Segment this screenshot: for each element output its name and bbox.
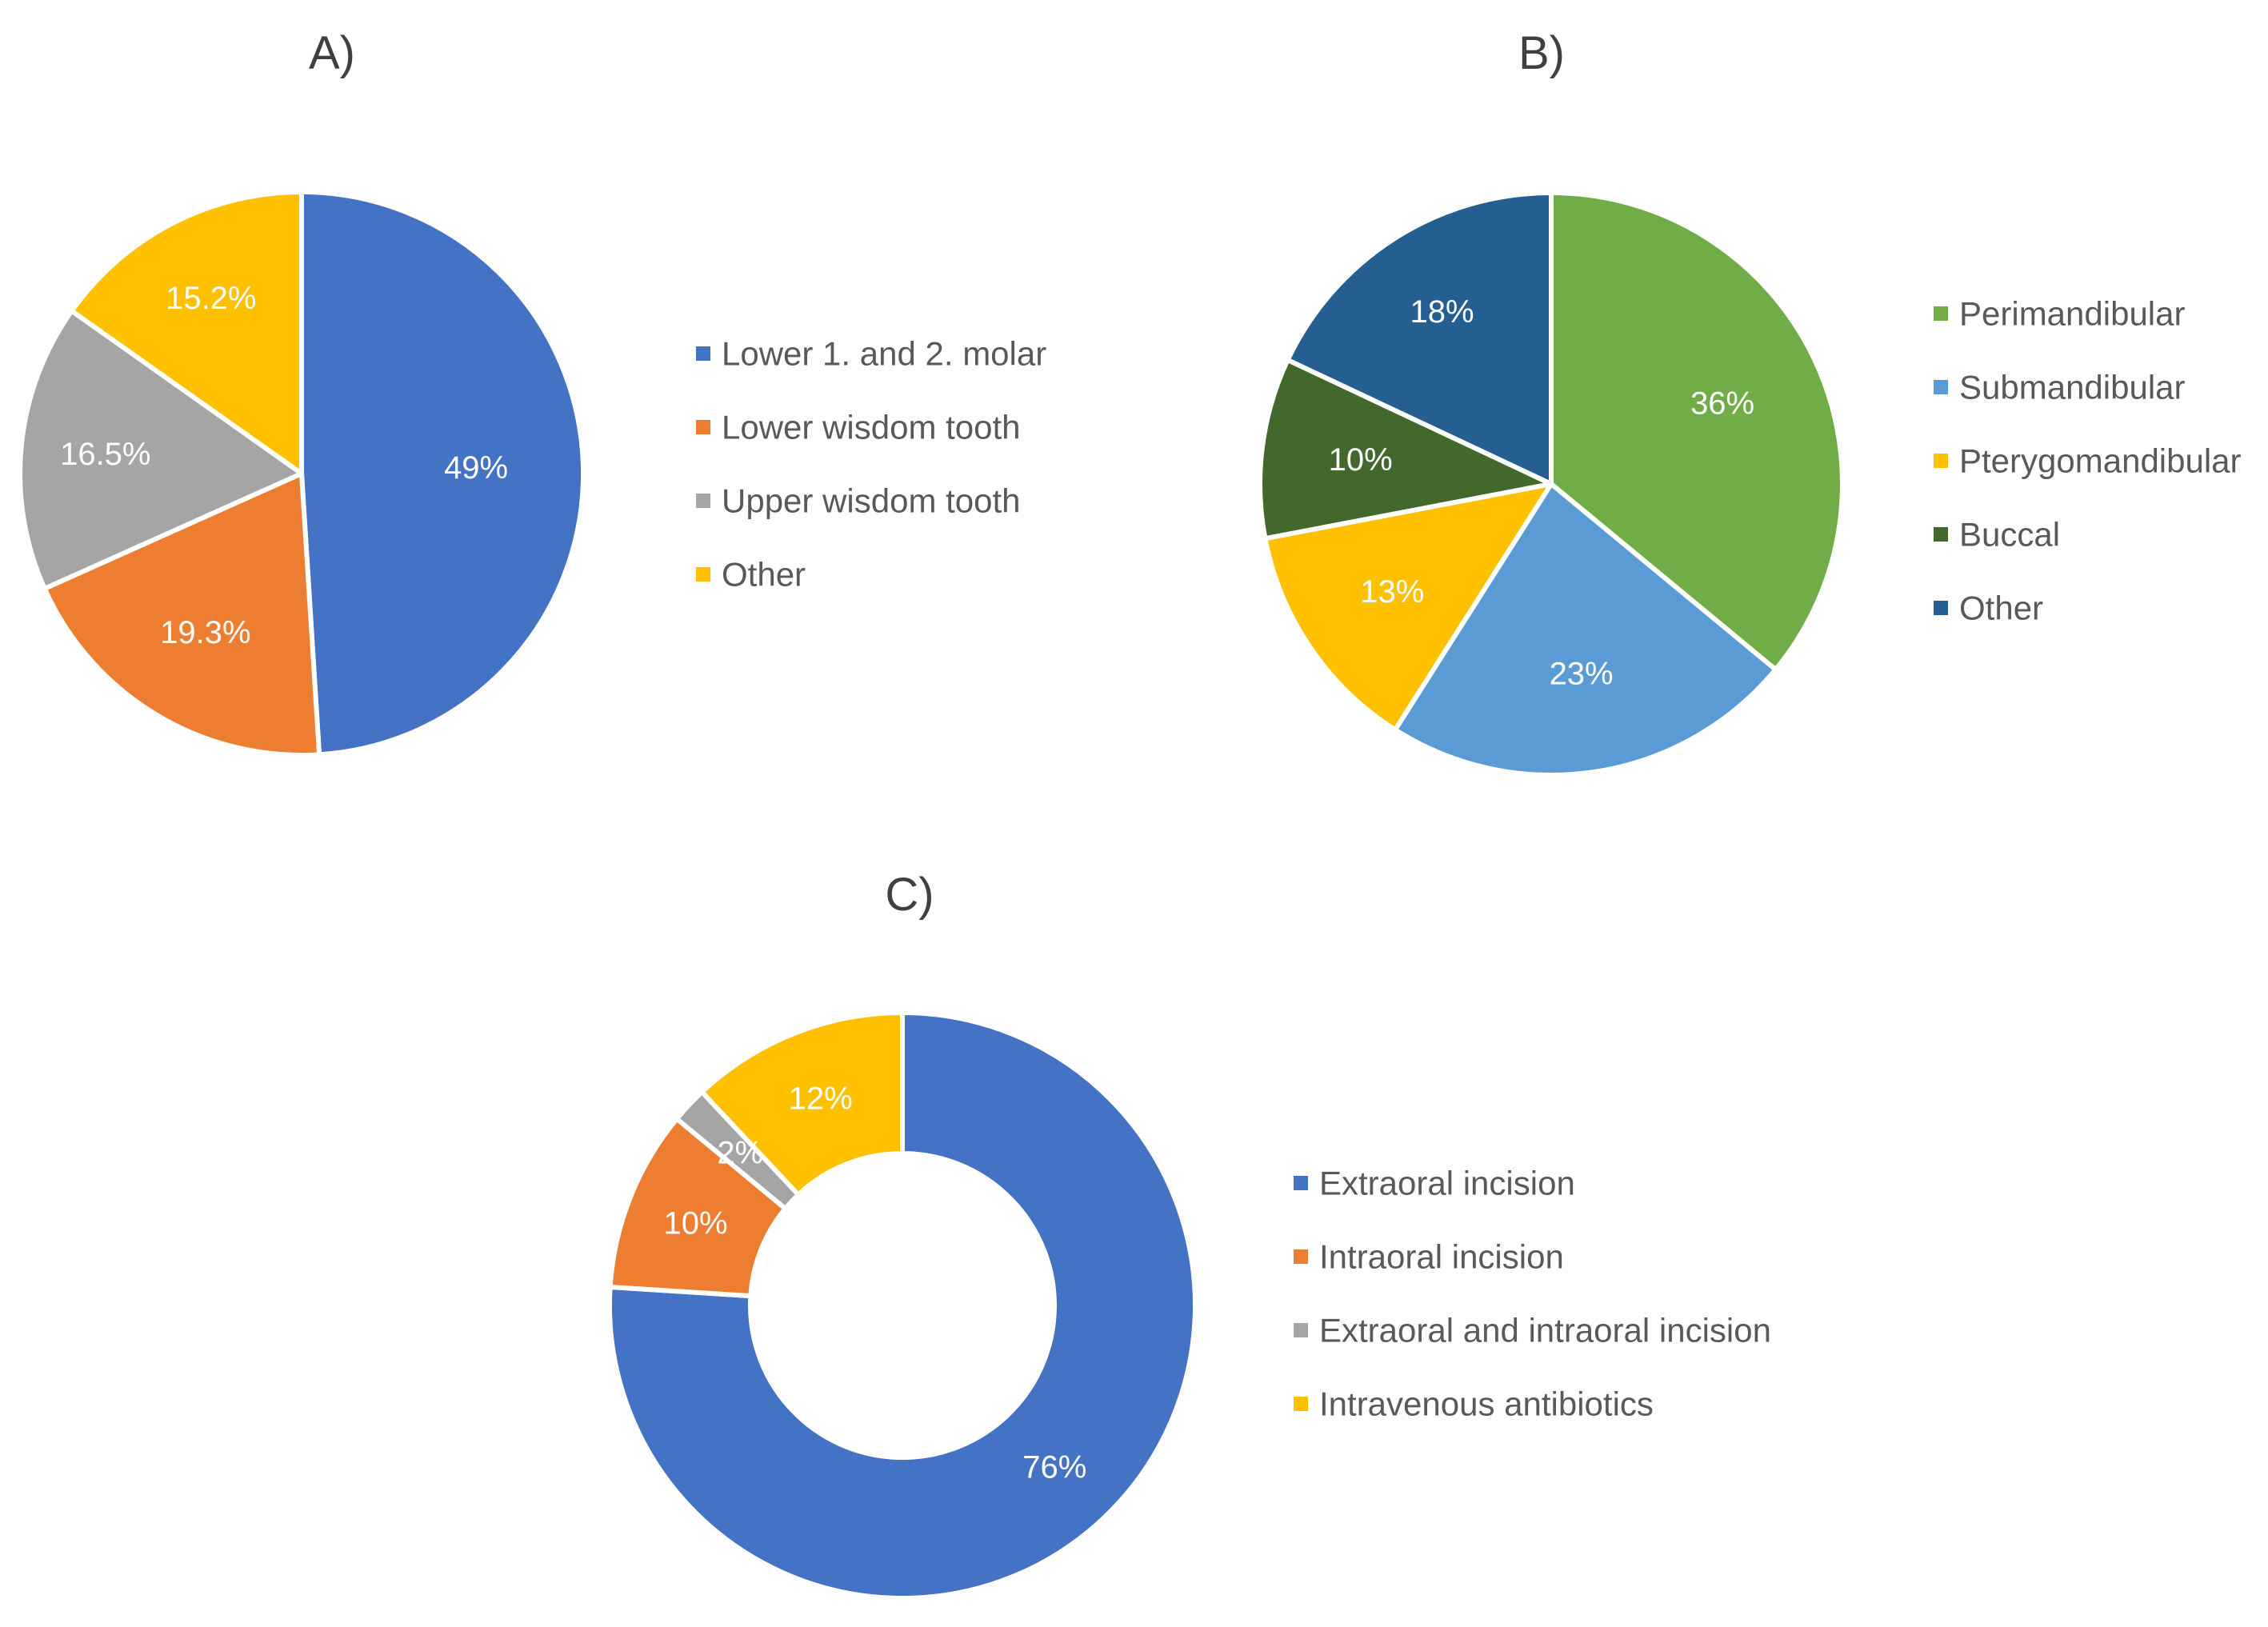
chart-c-labels: 76% 10% 2% 12% xyxy=(663,1081,1086,1485)
chart-a-legend-swatch xyxy=(696,346,710,361)
chart-a-legend-swatch xyxy=(696,567,710,582)
chart-b-legend-label: Buccal xyxy=(1959,516,2060,554)
chart-a-slice xyxy=(69,190,304,476)
chart-c-slice xyxy=(607,1010,1198,1601)
chart-c-legend-label: Extraoral and intraoral incision xyxy=(1319,1312,1771,1349)
chart-b-data-label: 18% xyxy=(1410,294,1474,330)
chart-b-legend-swatch xyxy=(1934,306,1948,321)
chart-a-legend-label: Lower 1. and 2. molar xyxy=(722,335,1046,373)
chart-c-slice xyxy=(699,1010,905,1197)
chart-b-data-label: 13% xyxy=(1360,574,1424,610)
chart-c-legend-swatch xyxy=(1294,1249,1308,1264)
chart-c: C) 76% 10% 2% 12% Extraoral incision Intraoral… xyxy=(607,869,1771,1601)
chart-a-data-label: 49% xyxy=(444,450,508,486)
chart-c-legend-label: Extraoral incision xyxy=(1319,1165,1575,1202)
chart-a-data-label: 16.5% xyxy=(60,437,150,472)
chart-b-data-label: 10% xyxy=(1329,442,1393,478)
chart-a-legend: Lower 1. and 2. molar Lower wisdom tooth U… xyxy=(696,335,1046,594)
chart-c-legend-label: Intravenous antibiotics xyxy=(1319,1385,1654,1423)
chart-b-slice xyxy=(1549,190,1845,673)
chart-b-legend-label: Pterygomandibular xyxy=(1959,442,2242,480)
chart-c-legend-swatch xyxy=(1294,1397,1308,1411)
chart-a-legend-label: Upper wisdom tooth xyxy=(722,482,1021,520)
chart-b-legend-label: Submandibular xyxy=(1959,369,2186,406)
chart-c-data-label: 2% xyxy=(717,1136,763,1171)
chart-a-slices xyxy=(18,190,586,758)
chart-b-legend-swatch xyxy=(1934,454,1948,468)
chart-a-slice xyxy=(42,471,322,758)
chart-a-slice xyxy=(18,308,304,591)
chart-c-legend-label: Intraoral incision xyxy=(1319,1238,1564,1276)
chart-b-slice xyxy=(1258,358,1554,542)
chart-a-title: A) xyxy=(309,27,355,79)
chart-b: B) 36% 23% 13% 10% 18% Perimandibular Submandib… xyxy=(1258,27,2242,778)
chart-b-legend-swatch xyxy=(1934,527,1948,542)
chart-a-legend-label: Lower wisdom tooth xyxy=(722,409,1021,446)
chart-b-data-label: 23% xyxy=(1550,656,1614,691)
chart-c-legend-swatch xyxy=(1294,1323,1308,1337)
chart-a-labels: 49% 19.3% 16.5% 15.2% xyxy=(60,281,508,650)
chart-b-legend-swatch xyxy=(1934,601,1948,615)
chart-c-slices xyxy=(607,1010,1198,1601)
chart-a-legend-swatch xyxy=(696,494,710,508)
chart-b-legend: Perimandibular Submandibular Pterygomandib… xyxy=(1934,295,2242,627)
chart-b-legend-label: Perimandibular xyxy=(1959,295,2185,333)
chart-a-legend-swatch xyxy=(696,420,710,434)
chart-b-slice xyxy=(1262,482,1554,733)
chart-b-legend-label: Other xyxy=(1959,590,2043,627)
chart-b-labels: 36% 23% 13% 10% 18% xyxy=(1329,294,1754,691)
chart-c-title: C) xyxy=(885,869,934,921)
chart-b-title: B) xyxy=(1518,27,1565,79)
chart-b-slice xyxy=(1285,190,1554,486)
chart-a: A) 49% 19.3% 16.5% 15.2% Lower 1. and 2. mola… xyxy=(18,27,1046,758)
chart-b-slice xyxy=(1392,482,1778,778)
chart-c-data-label: 76% xyxy=(1022,1450,1086,1485)
chart-a-slice xyxy=(299,190,586,758)
chart-a-legend-label: Other xyxy=(722,556,806,594)
chart-b-slices xyxy=(1258,190,1845,778)
chart-c-legend: Extraoral incision Intraoral incision Extr… xyxy=(1294,1165,1771,1423)
chart-b-legend-swatch xyxy=(1934,380,1948,394)
chart-b-data-label: 36% xyxy=(1690,386,1754,421)
chart-a-data-label: 15.2% xyxy=(166,281,256,316)
chart-a-data-label: 19.3% xyxy=(160,615,250,650)
chart-c-data-label: 12% xyxy=(789,1081,853,1117)
chart-c-legend-swatch xyxy=(1294,1176,1308,1190)
chart-c-data-label: 10% xyxy=(663,1206,727,1241)
